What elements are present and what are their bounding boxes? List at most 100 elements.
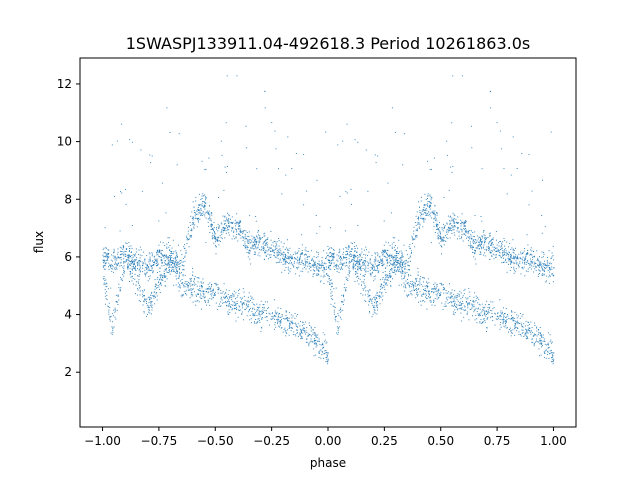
- data-point: [345, 191, 347, 193]
- data-point: [481, 314, 483, 316]
- data-point: [194, 276, 196, 277]
- data-point: [218, 287, 220, 289]
- data-point: [244, 308, 246, 310]
- data-point: [286, 239, 288, 241]
- data-point: [287, 261, 288, 263]
- data-point: [191, 229, 193, 231]
- data-point: [536, 250, 538, 252]
- data-point: [433, 221, 435, 223]
- data-point: [464, 225, 466, 227]
- data-point: [376, 269, 378, 271]
- data-point: [433, 287, 435, 289]
- data-point: [296, 332, 298, 334]
- data-point: [533, 335, 535, 337]
- data-point: [196, 277, 198, 279]
- data-point: [278, 253, 280, 255]
- data-point: [519, 257, 521, 258]
- data-point: [306, 261, 308, 263]
- data-point: [162, 255, 164, 257]
- data-point: [225, 297, 227, 299]
- data-point: [532, 265, 534, 267]
- data-point: [265, 242, 267, 244]
- data-point: [525, 263, 527, 265]
- data-point: [144, 262, 146, 264]
- data-point: [217, 284, 219, 286]
- data-point: [419, 282, 421, 284]
- data-point: [451, 295, 453, 297]
- data-point: [254, 240, 256, 242]
- data-point: [313, 355, 315, 357]
- data-point: [509, 252, 510, 254]
- data-point: [160, 241, 161, 243]
- data-point: [181, 261, 183, 263]
- data-point: [247, 235, 249, 237]
- data-point: [211, 237, 213, 239]
- data-point: [188, 226, 189, 228]
- data-point: [383, 220, 385, 222]
- data-point: [550, 352, 552, 354]
- data-point: [337, 144, 339, 146]
- data-point: [210, 220, 212, 222]
- data-point: [434, 205, 436, 207]
- data-point: [375, 162, 377, 164]
- data-point: [146, 316, 147, 318]
- data-point: [429, 215, 431, 217]
- data-point: [404, 133, 406, 135]
- data-point: [527, 253, 529, 255]
- data-point: [295, 324, 297, 326]
- data-point: [384, 271, 386, 273]
- data-point: [112, 327, 114, 329]
- data-point: [245, 303, 247, 305]
- data-point: [413, 226, 415, 228]
- data-point: [168, 259, 170, 261]
- data-point: [533, 271, 535, 273]
- data-point: [165, 257, 167, 258]
- data-point: [529, 329, 531, 331]
- data-point: [317, 256, 319, 258]
- data-point: [356, 251, 358, 253]
- data-point: [474, 249, 476, 251]
- data-point: [336, 270, 338, 272]
- data-point: [426, 195, 428, 197]
- data-point: [424, 210, 426, 212]
- data-point: [349, 270, 351, 272]
- data-point: [217, 236, 219, 238]
- data-point: [450, 292, 452, 294]
- data-point: [493, 248, 495, 250]
- data-point: [374, 269, 376, 271]
- data-point: [150, 297, 152, 299]
- data-point: [476, 235, 478, 237]
- data-point: [301, 234, 303, 236]
- data-point: [384, 251, 386, 253]
- data-point: [489, 307, 490, 309]
- data-point: [124, 255, 126, 257]
- data-point: [202, 290, 204, 292]
- data-point: [291, 168, 293, 169]
- data-point: [331, 285, 333, 287]
- data-point: [104, 252, 106, 253]
- data-point: [431, 304, 433, 306]
- data-point: [416, 289, 418, 291]
- data-point: [371, 255, 373, 257]
- data-point: [517, 315, 519, 317]
- data-point: [501, 252, 503, 253]
- data-point: [381, 262, 383, 264]
- data-point: [324, 269, 326, 271]
- data-point: [548, 358, 550, 359]
- data-point: [226, 304, 228, 306]
- data-point: [182, 261, 184, 263]
- data-point: [431, 288, 433, 290]
- data-point: [408, 265, 410, 267]
- data-point: [419, 224, 421, 226]
- data-point: [227, 313, 229, 315]
- data-point: [225, 232, 227, 234]
- data-point: [214, 244, 216, 246]
- data-point: [426, 213, 428, 215]
- data-point: [333, 253, 335, 255]
- data-point: [160, 259, 162, 261]
- data-point: [237, 303, 238, 305]
- data-point: [148, 307, 150, 309]
- data-point: [257, 230, 259, 232]
- data-point: [489, 248, 490, 250]
